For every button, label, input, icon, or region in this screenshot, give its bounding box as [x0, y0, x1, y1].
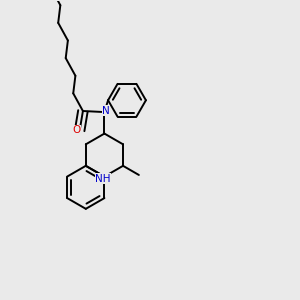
Text: O: O	[72, 125, 80, 135]
Text: NH: NH	[95, 174, 111, 184]
Text: N: N	[102, 106, 110, 116]
